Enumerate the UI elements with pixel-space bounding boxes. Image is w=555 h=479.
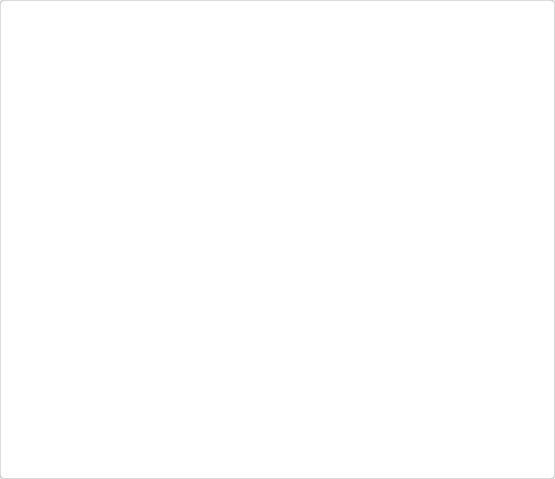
Text: O/P link: O/P link (84, 196, 127, 205)
Text: Distant past: Distant past (244, 291, 311, 301)
Text: Triangle of conflict: Triangle of conflict (226, 25, 329, 35)
Text: T/P link: T/P link (401, 196, 442, 205)
Text: Parent: Parent (257, 264, 298, 274)
Text: Triangles of conflict, person and time and the links between them that are made : Triangles of conflict, person and time a… (67, 372, 531, 417)
Text: Defence: Defence (0, 45, 33, 55)
Text: impulse: impulse (253, 191, 302, 201)
Text: Current: Current (22, 139, 64, 148)
Text: Transference: Transference (461, 95, 542, 105)
Text: Here-and-now: Here-and-now (454, 139, 533, 148)
Text: Figure 1:: Figure 1: (11, 372, 62, 382)
Text: O/T link: O/T link (250, 115, 292, 125)
Text: Triangle of person; triangle of time: Triangle of person; triangle of time (168, 72, 387, 81)
Text: Hidden feeling or: Hidden feeling or (223, 160, 332, 171)
Text: Other: Other (59, 95, 94, 105)
Text: Anxiety: Anxiety (522, 45, 555, 55)
